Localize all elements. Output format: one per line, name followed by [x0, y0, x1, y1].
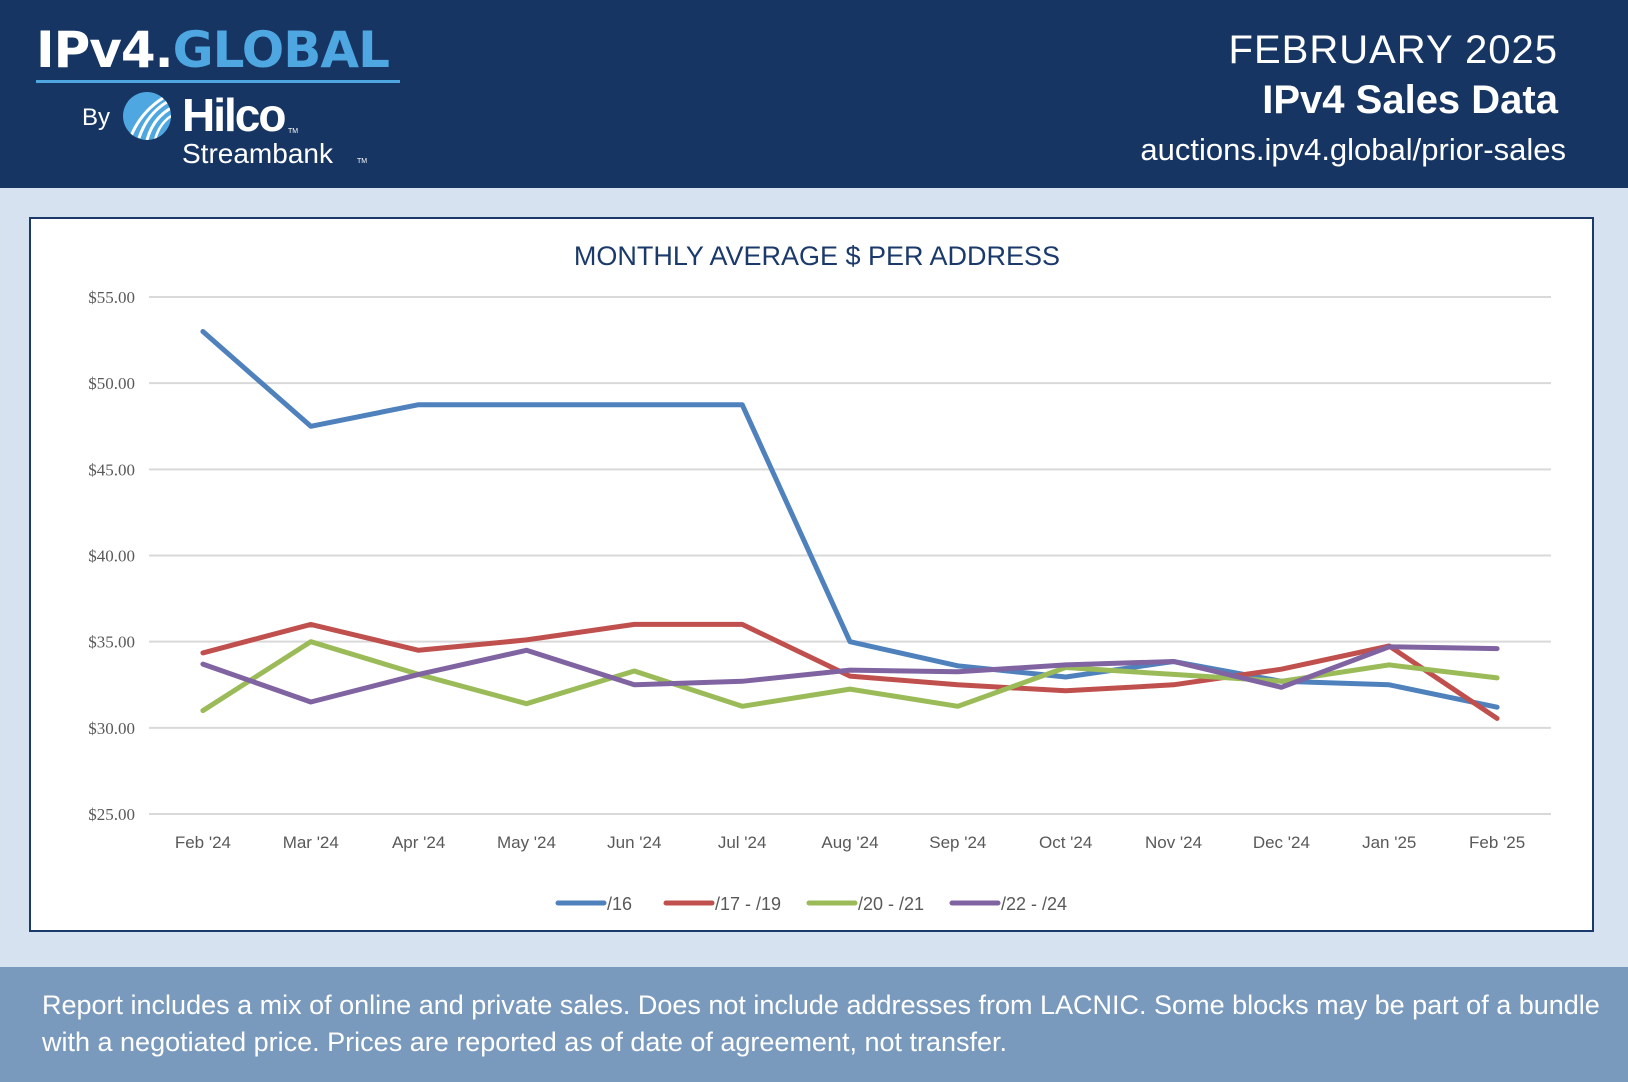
trademark-mark: TM	[288, 128, 299, 135]
chart-title: MONTHLY AVERAGE $ PER ADDRESS	[574, 241, 1060, 271]
hilco-globe-icon	[123, 92, 171, 140]
by-label: By	[82, 104, 111, 131]
logo-accent: GLOBAL	[172, 21, 390, 79]
logo-underline	[36, 80, 400, 83]
series-line-0	[200, 329, 1500, 710]
x-tick-label: Mar '24	[283, 833, 339, 852]
y-tick-label: $25.00	[88, 805, 135, 824]
y-tick-label: $45.00	[88, 460, 135, 479]
x-tick-label: Dec '24	[1253, 833, 1310, 852]
y-tick-label: $35.00	[88, 633, 135, 652]
legend-label: /20 - /21	[858, 894, 924, 914]
x-tick-label: Oct '24	[1039, 833, 1092, 852]
y-tick-label: $30.00	[88, 719, 135, 738]
logo-prefix: IPv4.	[36, 21, 174, 79]
x-tick-label: Apr '24	[392, 833, 445, 852]
x-tick-label: May '24	[497, 833, 556, 852]
x-tick-label: Jul '24	[718, 833, 767, 852]
x-tick-label: Jun '24	[607, 833, 661, 852]
x-tick-label: Feb '25	[1469, 833, 1525, 852]
x-tick-label: Nov '24	[1145, 833, 1202, 852]
y-tick-label: $55.00	[88, 288, 135, 307]
series-line-3	[200, 644, 1500, 705]
y-tick-label: $50.00	[88, 374, 135, 393]
legend-label: /17 - /19	[715, 894, 781, 914]
ipv4-global-logo: IPv4.GLOBAL	[36, 21, 390, 79]
trademark-mark: TM	[357, 158, 368, 165]
x-tick-label: Feb '24	[175, 833, 231, 852]
report-month: FEBRUARY 2025	[1228, 28, 1558, 72]
x-tick-label: Aug '24	[821, 833, 878, 852]
footer-disclaimer: Report includes a mix of online and priv…	[42, 990, 1600, 1057]
header-banner: IPv4.GLOBAL By Hilco TM Streambank TM FE…	[0, 0, 1628, 188]
footer-note-bar: Report includes a mix of online and priv…	[0, 967, 1628, 1082]
series-line-1	[200, 621, 1500, 721]
report-url-link[interactable]: auctions.ipv4.global/prior-sales	[1140, 132, 1566, 167]
legend-label: /16	[607, 894, 632, 914]
legend-label: /22 - /24	[1001, 894, 1067, 914]
x-tick-label: Sep '24	[929, 833, 986, 852]
line-chart: MONTHLY AVERAGE $ PER ADDRESS $25.00 $30.…	[88, 241, 1551, 914]
chart-panel: MONTHLY AVERAGE $ PER ADDRESS $25.00 $30.…	[29, 217, 1594, 932]
hilco-brand-name: Hilco	[182, 89, 286, 141]
report-title: IPv4 Sales Data	[1262, 78, 1558, 122]
x-tick-label: Jan '25	[1362, 833, 1416, 852]
streambank-brand-name: Streambank	[182, 138, 333, 169]
y-tick-label: $40.00	[88, 547, 135, 566]
